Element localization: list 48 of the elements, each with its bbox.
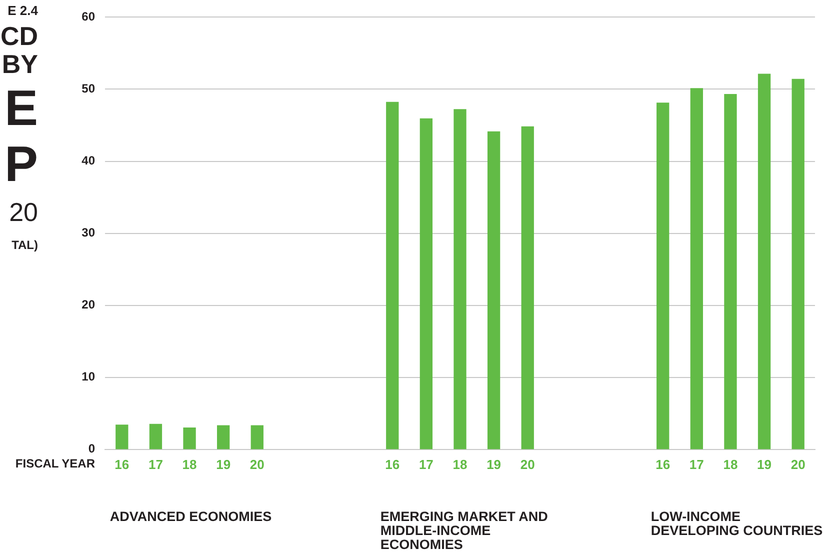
x-tick-label: 17	[148, 456, 163, 472]
y-tick-label: 0	[88, 442, 96, 456]
x-tick-label: 20	[520, 456, 535, 472]
text: EMERGING MARKET AND MIDDLE-INCOME ECONOMIES	[380, 509, 549, 552]
y-tick-label: 40	[82, 154, 96, 168]
x-tick-label: 17	[689, 456, 704, 472]
x-tick-label: 18	[182, 456, 197, 472]
y-tick-label: 60	[82, 10, 96, 24]
bar	[217, 425, 230, 450]
bar	[521, 126, 534, 450]
bar	[386, 102, 399, 450]
x-tick-label: 19	[486, 456, 502, 472]
x-tick-label: 18	[452, 456, 468, 472]
y-tick-label: 50	[82, 82, 96, 96]
bar	[183, 427, 196, 450]
x-tick-label: 16	[656, 456, 670, 472]
bar	[758, 74, 771, 450]
text: CD	[0, 21, 38, 51]
bar	[487, 131, 500, 450]
text: LOW-INCOME DEVELOPING COUNTRIES	[650, 509, 823, 538]
x-tick-label: 19	[216, 456, 231, 472]
bar	[690, 88, 703, 450]
text: TAL)	[10, 238, 38, 252]
bar	[724, 94, 737, 450]
text: P	[4, 136, 38, 192]
x-tick-label: 20	[250, 456, 264, 472]
text: 20	[8, 197, 38, 227]
x-tick-label: 19	[757, 456, 772, 472]
text: BY	[0, 49, 38, 79]
x-tick-label: 16	[114, 456, 130, 472]
text: ADVANCED ECONOMIES	[110, 509, 273, 524]
y-tick-label: 10	[82, 370, 96, 384]
bar	[149, 424, 162, 450]
x-tick-label: 16	[385, 456, 400, 472]
bar	[454, 109, 466, 450]
bar	[792, 78, 804, 450]
x-tick-label: 18	[723, 456, 738, 472]
y-tick-label: 30	[82, 226, 96, 240]
bar	[250, 425, 264, 450]
text: E	[4, 80, 38, 136]
y-tick-label: 20	[82, 298, 96, 312]
bar	[656, 102, 670, 450]
bar	[116, 424, 128, 450]
x-tick-label: 17	[418, 456, 434, 472]
x-tick-label: 20	[790, 456, 806, 472]
bar	[420, 118, 433, 450]
x-axis-title: FISCAL YEAR	[15, 456, 96, 471]
text: E 2.4	[6, 3, 38, 18]
